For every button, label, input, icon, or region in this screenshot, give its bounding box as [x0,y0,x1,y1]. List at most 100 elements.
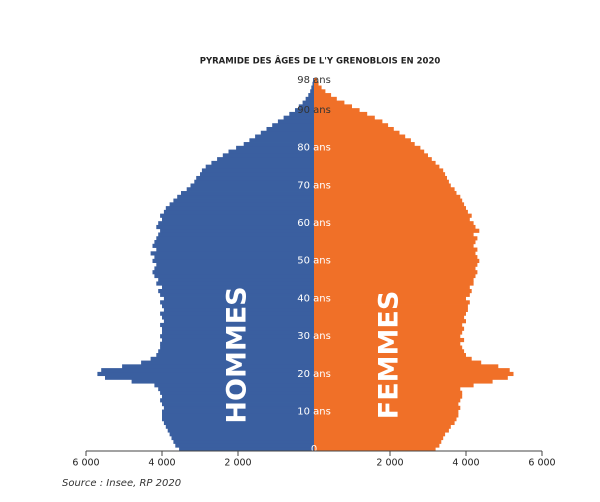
bar [314,277,474,282]
bar [314,432,446,437]
bar [314,130,400,135]
age-label: 98 ans [297,75,331,86]
bar [314,194,461,199]
bar [298,104,314,109]
bar [243,142,314,147]
bar [97,371,315,377]
bar [314,115,375,120]
bar [314,247,478,252]
bar [314,89,326,94]
bar [162,217,314,222]
bar [314,187,455,192]
bar [314,296,466,301]
bar [314,386,461,392]
bar [314,375,508,380]
bar [314,443,440,448]
bar [196,175,314,181]
bar [314,356,472,361]
x-tick-label: 6 000 [72,458,99,469]
bar [314,398,461,403]
bar [314,417,457,422]
age-label: 60 ans [297,218,331,229]
bar [314,213,472,218]
bar [165,424,314,429]
bar [173,198,314,203]
bar [101,368,314,373]
bar [314,123,389,128]
bar [163,319,314,324]
bar [314,360,482,365]
bar [162,326,314,331]
bar [158,288,314,294]
bar [314,315,465,320]
bar [190,183,314,188]
bar [194,179,314,184]
bar [160,213,314,218]
bar [314,164,440,169]
bar [162,409,314,414]
bar [295,108,314,113]
bar [177,194,314,199]
bar [162,417,314,422]
bar [302,100,314,105]
bar [314,337,465,343]
bar [249,138,314,143]
bar [314,402,459,407]
bar [162,315,314,320]
bar [314,262,478,267]
bar [314,81,319,86]
bar [162,394,314,399]
bar [289,111,314,117]
bar [314,304,468,309]
bar [156,262,314,267]
bar [314,258,480,264]
bar [154,240,314,245]
bar [314,157,432,162]
bar [179,447,314,452]
bar [175,443,314,448]
bar [313,78,314,83]
bar [105,375,314,380]
bar [228,149,314,154]
bar [162,337,314,343]
bar [152,270,314,275]
bar [158,386,314,392]
bar [160,398,314,403]
age-label: 90 ans [297,105,331,116]
bar [314,202,465,207]
bar [314,428,449,433]
bar [158,232,314,237]
bar [163,420,314,426]
bar [314,104,352,109]
bar [314,326,465,331]
bar [305,96,314,102]
bar [165,206,314,211]
bar [314,221,474,226]
bar [162,330,314,335]
bar [266,126,314,132]
bar [314,224,476,230]
bar [314,228,480,233]
bar [314,353,466,358]
bar [314,134,406,139]
age-label: 50 ans [297,256,331,267]
chart-title: PYRAMIDE DES ÂGES DE L'Y GRENOBLOIS EN 2… [200,55,441,67]
bar [162,304,314,309]
bar [314,108,360,113]
bar [181,191,314,196]
bar [314,439,442,444]
bar [160,292,314,297]
bar [314,160,436,166]
bar [201,168,314,173]
bar [162,402,314,407]
bar [314,240,476,245]
bar [283,115,314,120]
bar [314,288,472,294]
bar [314,175,447,181]
bar [156,353,314,358]
bar [158,277,314,282]
bar [314,206,466,211]
bar [314,270,478,275]
bar [314,379,493,384]
